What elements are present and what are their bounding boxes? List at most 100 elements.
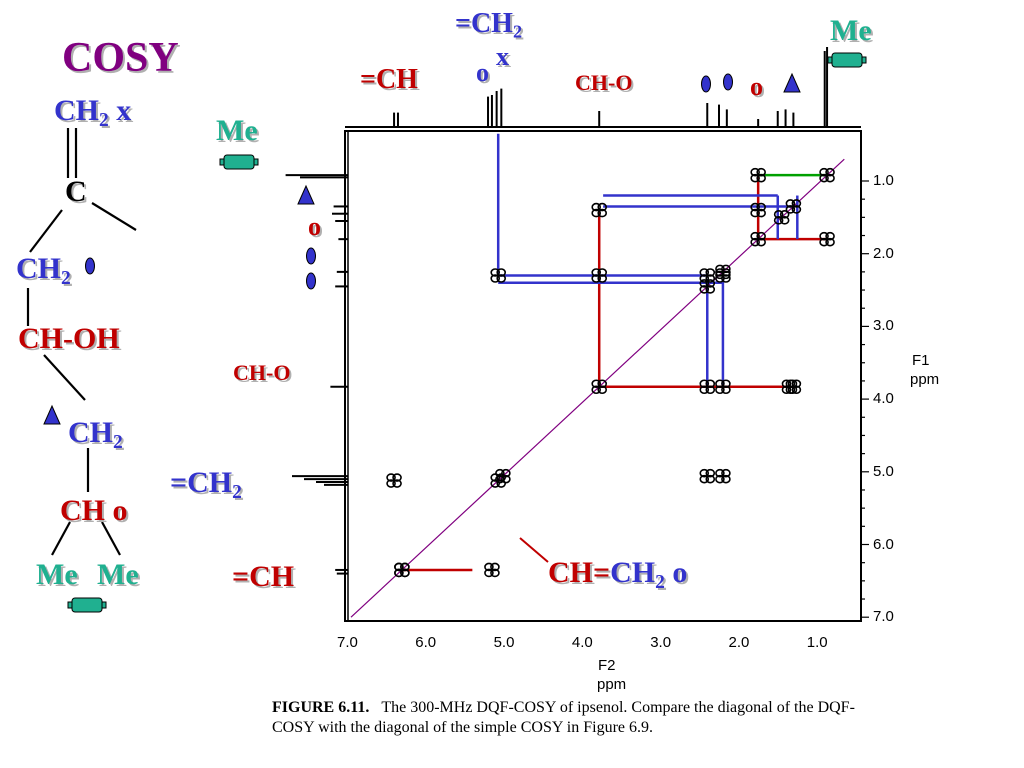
peak-contour [715,274,725,283]
top-label-x: x [496,42,509,71]
peak-contour [392,479,402,488]
me-marker-molecule-tab-right [101,601,107,609]
x-tick-label: 4.0 [571,634,593,651]
peak-contour [597,208,608,218]
peak-contour [496,479,507,488]
peak-contour [496,268,507,277]
top-label-me: Me [830,14,872,47]
me-marker-left-tab-left [219,158,225,166]
peak-contour [392,473,402,482]
peak-contour [779,216,790,225]
peak-contour [597,268,608,277]
caption-text-line2: COSY with the diagonal of the simple COS… [272,719,654,736]
peak-contour [705,274,716,283]
peak-contour [715,385,725,395]
cross-peak-7 [715,268,731,283]
peak-contour [756,167,766,177]
me-marker-top-tab-right [861,56,867,64]
ellipse-marker-molecule [85,257,95,275]
me-marker-molecule-tab-left [67,601,73,609]
peak-contour [699,468,710,478]
peak-contour [756,237,766,247]
diagonal-peak-6 [591,379,608,395]
x-axis-unit: ppm [597,676,627,693]
molecule-ch2-low: CH2 [68,416,123,453]
axis-ticks [861,180,869,618]
peak-contour [819,237,829,247]
peak-contour [705,474,716,484]
molecule-ch2-top: CH2 x [54,94,132,131]
peak-contour [591,268,602,277]
x-tick-label: 6.0 [415,634,437,651]
peak-contour [785,205,796,214]
cross-peak-12 [699,468,716,484]
correlation-lines [401,133,828,572]
peak-contour [699,268,710,277]
molecule-bond-7 [51,521,71,556]
me-marker-molecule [71,597,103,613]
triangle-marker-top [783,72,801,93]
peak-contour [484,568,494,578]
caption-label: FIGURE 6.11. [272,699,370,716]
y-tick-label: 6.0 [873,535,894,553]
peak-contour [715,268,725,277]
ellipse-marker-left-2 [306,272,316,290]
x-tick-label: 2.0 [728,634,750,651]
peak-contour [591,208,602,218]
peak-contour [750,237,760,247]
caption-text: The 300-MHz DQF-COSY of ipsenol. Compare… [381,699,855,716]
peak-contour [721,274,731,283]
peak-contour [825,173,835,183]
cross-peak-3 [750,202,766,218]
peak-contour [721,268,731,277]
diagonal-peak-5 [699,279,716,294]
peak-contour [791,205,802,214]
peak-contour [591,202,602,212]
peak-markers [386,167,835,578]
annotation-pointer [519,537,549,563]
y-tick-label: 4.0 [873,390,894,408]
peak-contour [490,568,500,578]
molecule-c: C [65,175,87,208]
top-label-ch-o: CH-O [575,70,633,95]
molecule-bond-5 [43,354,86,401]
peak-contour [791,379,802,389]
y-tick-label: 2.0 [873,244,894,262]
molecule-me-right: Me [97,558,139,591]
molecule-me-left: Me [36,558,78,591]
peak-contour [699,285,710,294]
left-label-o: o [308,212,321,241]
peak-contour [699,474,710,484]
cross-peak-14 [386,473,402,488]
cross-peak-1 [819,231,835,247]
top-label-eq-ch2: =CH2 [455,8,523,42]
peak-contour [819,167,829,177]
peak-contour [750,208,760,218]
peak-contour [721,385,731,395]
x-axis-label: F2 [598,657,616,674]
peak-contour [705,379,716,389]
molecule-ch2-mid: CH2 [16,252,71,289]
peak-contour [496,274,507,283]
ellipse-marker-left-1 [306,247,316,265]
peak-contour [721,474,731,484]
peak-contour [785,379,796,389]
peak-contour [715,474,725,484]
peak-contour [699,279,710,288]
left-label-me: Me [216,114,258,147]
peak-contour [773,210,784,219]
molecule-bond-2 [91,202,137,231]
me-marker-left [223,154,255,170]
cross-peak-2 [591,202,608,218]
peak-contour [394,568,404,578]
ellipse-marker-top-2 [723,73,733,91]
annotation-vinyl: CH=CH2 o [548,556,688,593]
peak-contour [490,562,500,572]
peak-contour [819,173,829,183]
peak-contour [705,268,716,277]
peak-contour [699,274,710,283]
peak-contour [699,379,710,389]
peak-contour [791,385,802,395]
top-label-eq-ch: =CH [360,64,418,95]
peak-contour [756,231,766,241]
